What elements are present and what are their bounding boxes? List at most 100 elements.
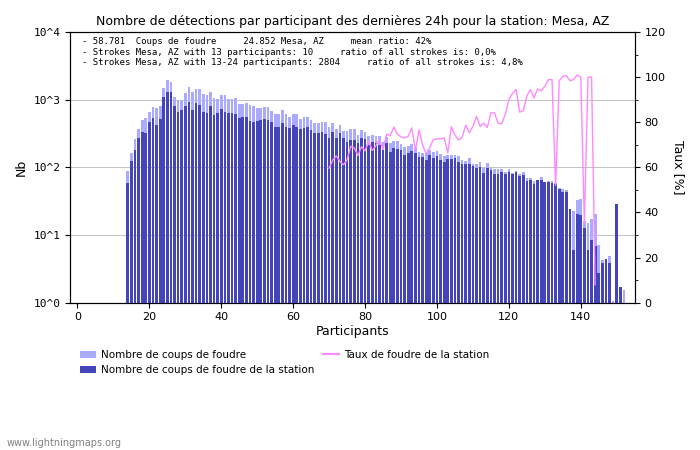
Bar [385,137,388,450]
Bar [605,258,608,450]
Bar [342,138,345,450]
Bar [267,107,270,450]
Bar [435,151,438,450]
Bar [479,167,482,450]
Bar [400,150,402,450]
Bar [479,162,482,450]
Bar [299,129,302,450]
Bar [360,138,363,450]
Bar [127,171,129,450]
Bar [364,139,366,450]
Bar [554,184,557,450]
Bar [155,108,158,450]
Bar [418,157,421,450]
Bar [263,107,266,450]
Bar [302,128,305,450]
Bar [511,173,514,450]
Bar [443,156,445,450]
Bar [177,100,179,450]
Bar [371,142,374,450]
Bar [461,160,463,450]
Bar [321,122,323,450]
Bar [514,172,517,450]
Bar [198,90,201,450]
Bar [188,102,190,450]
Y-axis label: Taux [%]: Taux [%] [672,140,685,194]
Bar [587,223,589,450]
Bar [475,168,478,450]
Bar [127,183,129,450]
Bar [169,82,172,450]
Text: www.lightningmaps.org: www.lightningmaps.org [7,438,122,448]
Bar [285,114,287,450]
Bar [321,132,323,450]
Bar [622,310,625,450]
Bar [256,108,258,450]
Bar [195,89,197,450]
Bar [159,119,162,450]
Bar [425,153,428,450]
Bar [245,117,248,450]
Bar [615,204,618,450]
Bar [216,99,219,450]
Bar [191,110,194,450]
Bar [130,153,133,450]
Bar [349,130,352,450]
Bar [331,122,334,450]
Bar [612,301,615,450]
Bar [184,106,187,450]
Bar [450,159,453,450]
Bar [288,129,291,450]
Bar [184,93,187,450]
Bar [522,172,524,450]
Bar [302,117,305,450]
Bar [407,146,410,450]
Bar [295,113,298,450]
Bar [368,145,370,450]
Bar [551,180,554,450]
Bar [310,120,312,450]
Bar [414,153,416,450]
Bar [414,148,416,450]
Bar [601,260,603,450]
Bar [162,97,165,450]
Bar [310,130,312,450]
Bar [152,107,154,450]
Bar [209,92,212,450]
Bar [134,150,136,450]
Bar [356,135,359,450]
Bar [389,152,391,450]
Bar [536,180,539,450]
Bar [421,158,424,450]
Bar [198,105,201,450]
Bar [177,112,179,450]
Bar [457,156,460,450]
Bar [285,127,287,450]
Bar [191,92,194,450]
Bar [461,165,463,450]
Bar [360,130,363,450]
Bar [468,163,470,450]
Bar [260,108,262,450]
Bar [464,165,467,450]
Bar [277,114,280,450]
Bar [497,170,499,450]
Bar [277,126,280,450]
Bar [339,133,342,450]
Bar [238,104,241,450]
Bar [346,142,349,450]
Bar [227,99,230,450]
Bar [421,153,424,450]
Bar [364,132,366,450]
Bar [594,246,596,450]
Bar [468,158,470,450]
Bar [590,240,593,450]
Bar [475,164,478,450]
Bar [543,182,546,450]
Bar [514,171,517,450]
Bar [464,161,467,450]
Bar [572,211,575,450]
Bar [547,181,550,450]
Bar [181,101,183,450]
Bar [597,273,600,450]
